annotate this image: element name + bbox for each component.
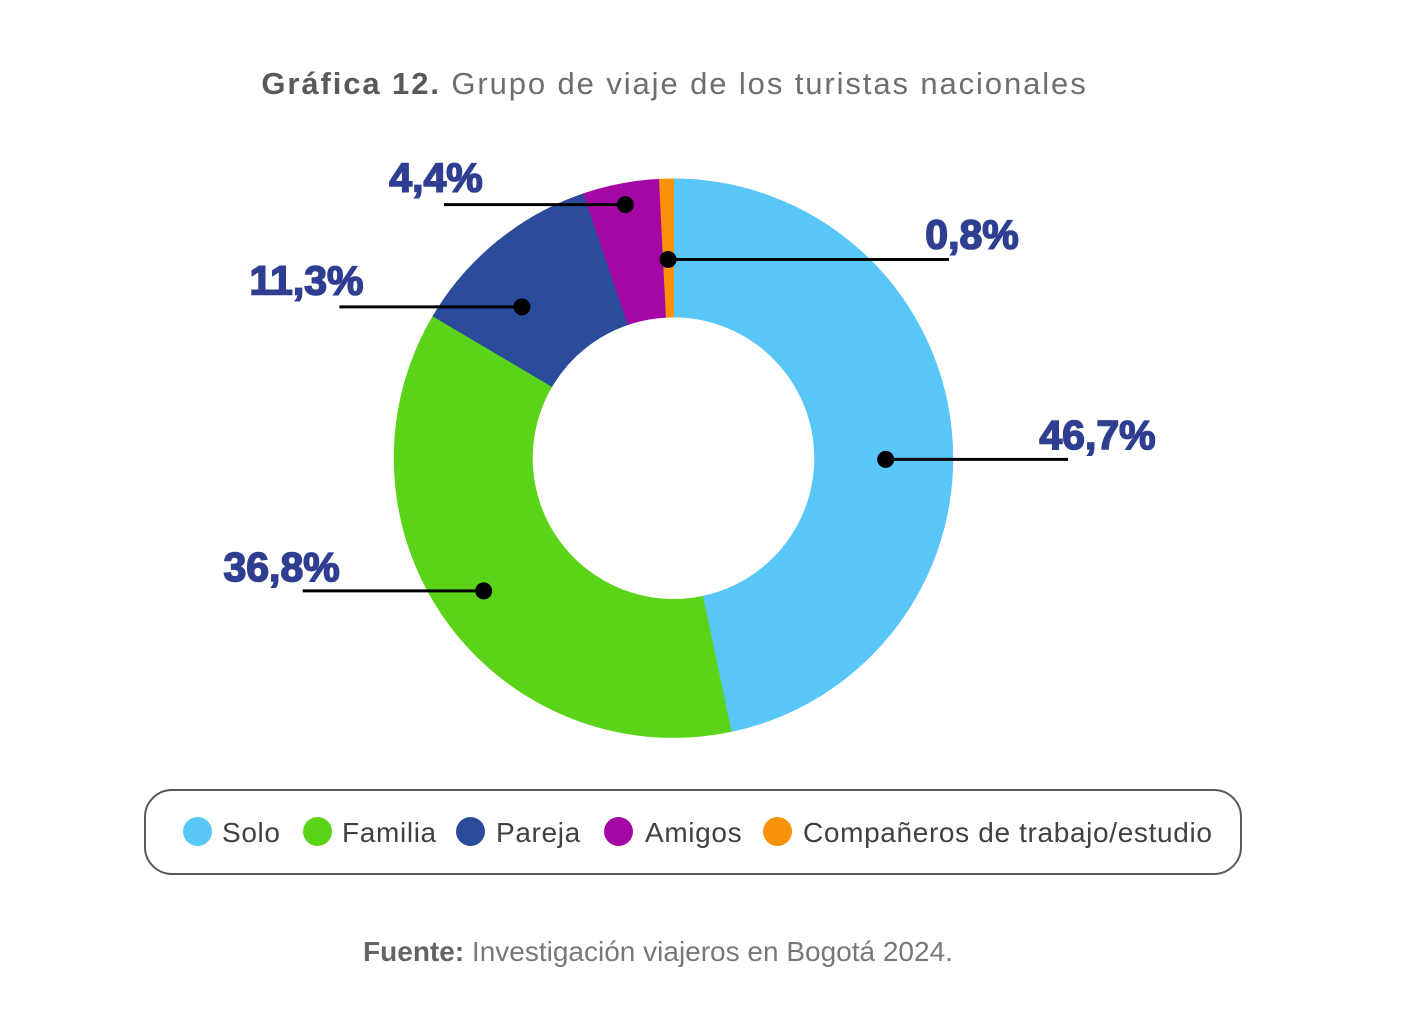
- svg-text:36,8%: 36,8%: [223, 544, 339, 590]
- svg-text:46,7%: 46,7%: [1039, 412, 1155, 458]
- svg-text:0,8%: 0,8%: [925, 211, 1018, 257]
- svg-text:11,3%: 11,3%: [250, 258, 364, 304]
- svg-text:4,4%: 4,4%: [389, 155, 482, 201]
